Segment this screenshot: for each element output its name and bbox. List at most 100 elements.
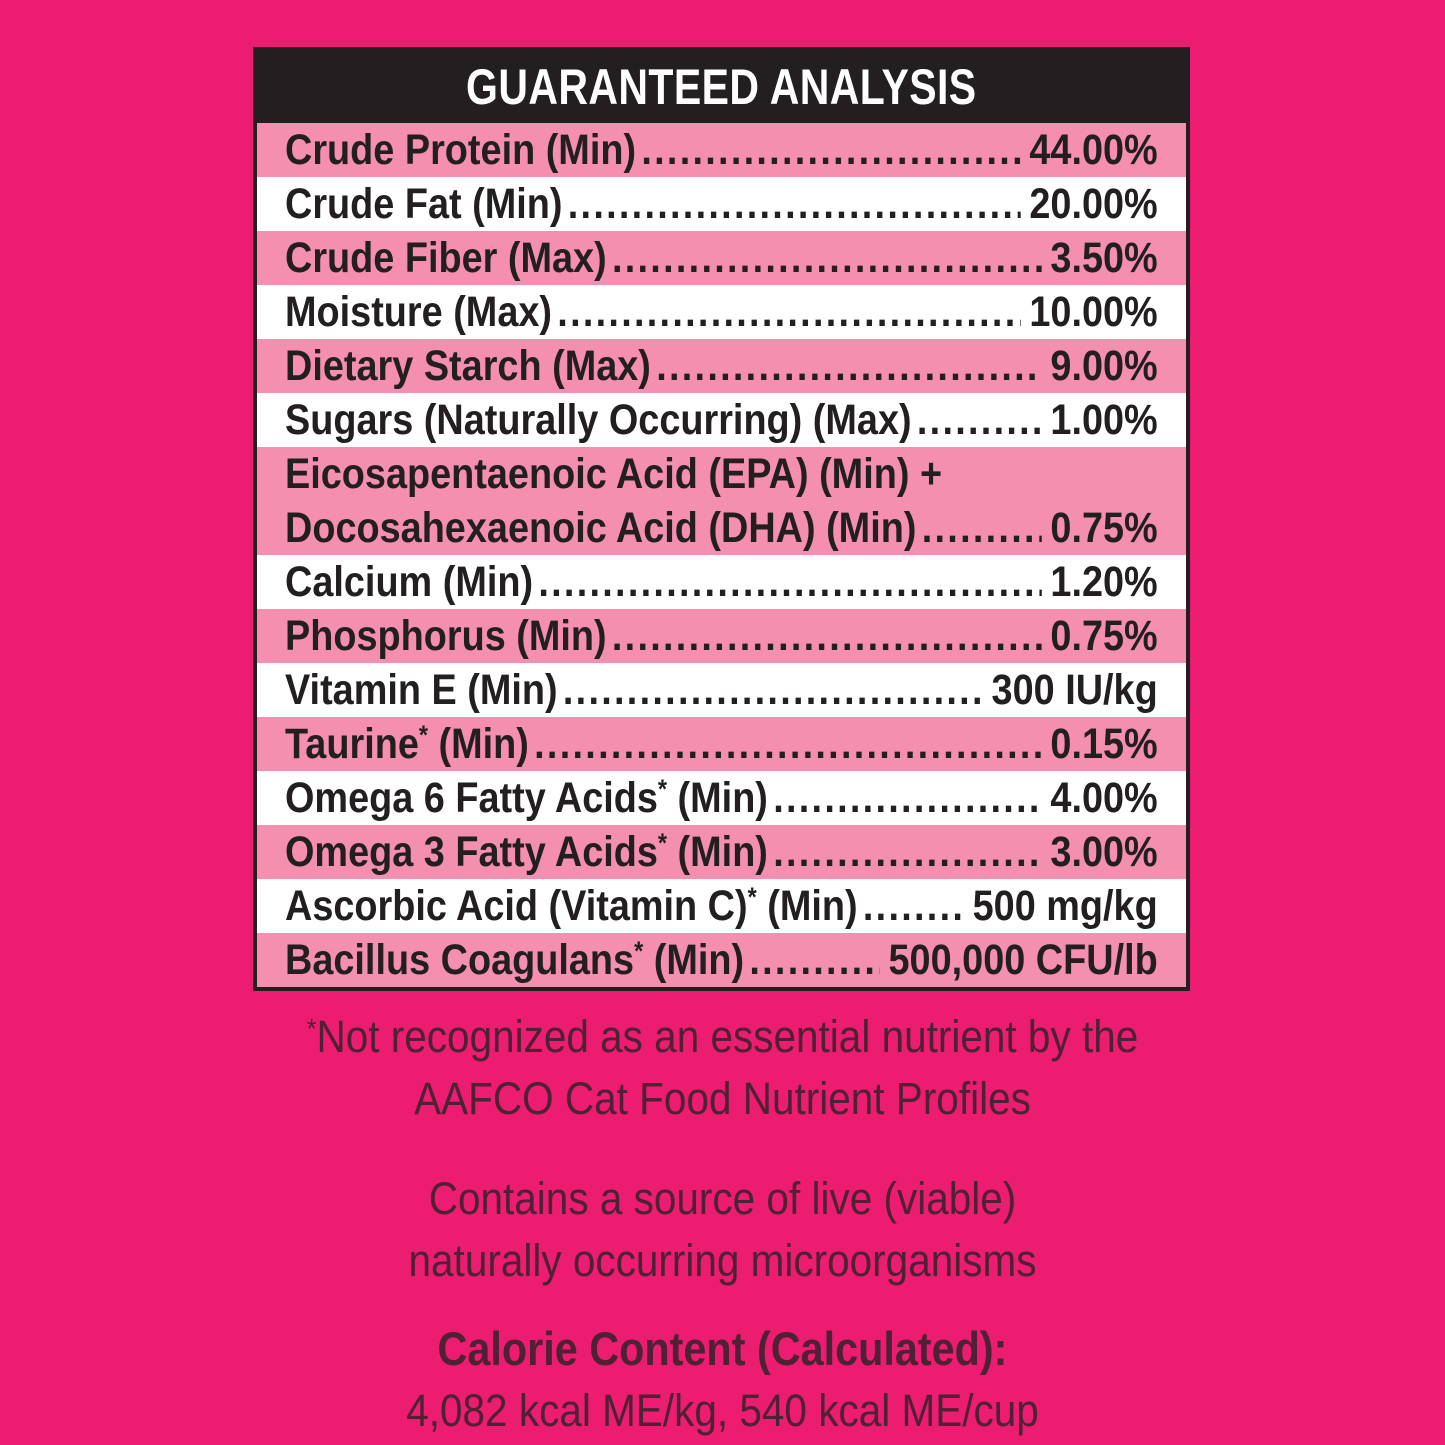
asterisk: *: [657, 773, 668, 804]
row-label: Bacillus Coagulans* (Min): [285, 935, 745, 984]
row-value: 1.20%: [1050, 557, 1158, 606]
dot-leader: ........................................…: [641, 128, 1021, 172]
table-row: Taurine* (Min)..........................…: [257, 717, 1186, 771]
row-line: Eicosapentaenoic Acid (EPA) (Min) +: [257, 447, 1186, 501]
row-value: 3.50%: [1050, 233, 1158, 282]
dot-leader: ........................................…: [562, 668, 983, 712]
row-label: Crude Protein (Min): [285, 125, 637, 174]
calorie-heading: Calorie Content (Calculated):: [437, 1322, 1008, 1375]
row-label: Eicosapentaenoic Acid (EPA) (Min) +: [285, 449, 943, 498]
asterisk: *: [306, 1012, 317, 1044]
guaranteed-analysis-table: GUARANTEED ANALYSIS Crude Protein (Min).…: [253, 47, 1190, 991]
table-row: Crude Protein (Min).....................…: [257, 123, 1186, 177]
table-row: Omega 3 Fatty Acids* (Min)..............…: [257, 825, 1186, 879]
row-value: 44.00%: [1029, 125, 1158, 174]
row-line-content: Vitamin E (Min).........................…: [285, 665, 1158, 714]
row-line: Taurine* (Min)..........................…: [257, 717, 1186, 771]
row-line: Calcium (Min)...........................…: [257, 555, 1186, 609]
contains-line-1: Contains a source of live (viable): [428, 1173, 1017, 1224]
row-value: 0.75%: [1050, 611, 1158, 660]
table-row: Eicosapentaenoic Acid (EPA) (Min) + Docos…: [257, 447, 1186, 555]
row-label: Docosahexaenoic Acid (DHA) (Min): [285, 503, 917, 552]
aafco-footnote: *Not recognized as an essential nutrient…: [0, 1006, 1445, 1130]
row-line-content: Taurine* (Min)..........................…: [285, 719, 1158, 768]
dot-leader: ........................................…: [534, 722, 1041, 766]
analysis-rows: Crude Protein (Min).....................…: [257, 123, 1186, 987]
dot-leader: ........................................…: [611, 614, 1042, 658]
row-label: Dietary Starch (Max): [285, 341, 651, 390]
row-label: Phosphorus (Min): [285, 611, 607, 660]
row-line: Docosahexaenoic Acid (DHA) (Min)........…: [257, 501, 1186, 555]
row-line-content: Dietary Starch (Max)....................…: [285, 341, 1158, 390]
dot-leader: ........................................…: [538, 560, 1041, 604]
row-label: Calcium (Min): [285, 557, 534, 606]
row-line-content: Crude Fat (Min).........................…: [285, 179, 1158, 228]
row-value: 4.00%: [1050, 773, 1158, 822]
row-label: Omega 6 Fatty Acids* (Min): [285, 773, 768, 822]
table-row: Crude Fat (Min).........................…: [257, 177, 1186, 231]
table-header: GUARANTEED ANALYSIS: [257, 51, 1186, 123]
row-value: 0.75%: [1050, 503, 1158, 552]
row-value: 0.15%: [1050, 719, 1158, 768]
row-line: Ascorbic Acid (Vitamin C)* (Min)........…: [257, 879, 1186, 933]
dot-leader: ........................................…: [773, 776, 1042, 820]
row-label: Moisture (Max): [285, 287, 553, 336]
dot-leader: ........................................…: [749, 938, 879, 982]
row-line-content: Calcium (Min)...........................…: [285, 557, 1158, 606]
asterisk: *: [418, 719, 428, 750]
row-line: Dietary Starch (Max)....................…: [257, 339, 1186, 393]
table-row: Phosphorus (Min)........................…: [257, 609, 1186, 663]
contains-line-2: naturally occurring microorganisms: [408, 1235, 1037, 1286]
row-line-content: Eicosapentaenoic Acid (EPA) (Min) +: [285, 449, 1053, 498]
row-label: Omega 3 Fatty Acids* (Min): [285, 827, 768, 876]
calorie-values: 4,082 kcal ME/kg, 540 kcal ME/cup: [406, 1385, 1039, 1436]
calorie-content: Calorie Content (Calculated): 4,082 kcal…: [0, 1318, 1445, 1442]
row-line-content: Crude Protein (Min).....................…: [285, 125, 1158, 174]
row-line-content: Omega 6 Fatty Acids* (Min)..............…: [285, 773, 1158, 822]
row-value: 3.00%: [1050, 827, 1158, 876]
table-row: Sugars (Naturally Occurring) (Max)......…: [257, 393, 1186, 447]
row-label: Crude Fiber (Max): [285, 233, 607, 282]
row-line-content: Moisture (Max)..........................…: [285, 287, 1158, 336]
table-row: Crude Fiber (Max).......................…: [257, 231, 1186, 285]
table-row: Bacillus Coagulans* (Min)...............…: [257, 933, 1186, 987]
row-line: Crude Fiber (Max).......................…: [257, 231, 1186, 285]
dot-leader: ........................................…: [557, 290, 1020, 334]
row-value: 9.00%: [1050, 341, 1158, 390]
row-label: Ascorbic Acid (Vitamin C)* (Min): [285, 881, 858, 930]
row-line-content: Omega 3 Fatty Acids* (Min)..............…: [285, 827, 1158, 876]
dot-leader: ........................................…: [773, 830, 1042, 874]
row-label: Crude Fat (Min): [285, 179, 563, 228]
table-row: Moisture (Max)..........................…: [257, 285, 1186, 339]
row-label: Vitamin E (Min): [285, 665, 558, 714]
row-value: 300 IU/kg: [991, 665, 1158, 714]
row-label: Taurine* (Min): [285, 719, 529, 768]
asterisk: *: [634, 935, 644, 966]
row-line-content: Ascorbic Acid (Vitamin C)* (Min)........…: [285, 881, 1158, 930]
row-line-content: Phosphorus (Min)........................…: [285, 611, 1158, 660]
row-line: Omega 6 Fatty Acids* (Min)..............…: [257, 771, 1186, 825]
row-value: 20.00%: [1029, 179, 1158, 228]
row-line: Crude Protein (Min).....................…: [257, 123, 1186, 177]
table-title: GUARANTEED ANALYSIS: [466, 59, 977, 115]
row-value: 500 mg/kg: [972, 881, 1158, 930]
row-line: Bacillus Coagulans* (Min)...............…: [257, 933, 1186, 987]
row-line: Vitamin E (Min).........................…: [257, 663, 1186, 717]
dot-leader: ........................................…: [921, 506, 1042, 550]
row-value: 500,000 CFU/lb: [888, 935, 1158, 984]
dot-leader: ........................................…: [862, 884, 964, 928]
table-row: Dietary Starch (Max)....................…: [257, 339, 1186, 393]
row-line-content: Sugars (Naturally Occurring) (Max)......…: [285, 395, 1158, 444]
table-row: Ascorbic Acid (Vitamin C)* (Min)........…: [257, 879, 1186, 933]
row-line-content: Docosahexaenoic Acid (DHA) (Min)........…: [285, 503, 1158, 552]
row-line: Moisture (Max)..........................…: [257, 285, 1186, 339]
contains-note: Contains a source of live (viable) natur…: [0, 1168, 1445, 1292]
row-line: Phosphorus (Min)........................…: [257, 609, 1186, 663]
table-row: Calcium (Min)...........................…: [257, 555, 1186, 609]
footnote-text: Not recognized as an essential nutrient …: [316, 1011, 1139, 1062]
dot-leader: ........................................…: [567, 182, 1021, 226]
dot-leader: ........................................…: [916, 398, 1042, 442]
row-label: Sugars (Naturally Occurring) (Max): [285, 395, 912, 444]
row-line: Omega 3 Fatty Acids* (Min)..............…: [257, 825, 1186, 879]
